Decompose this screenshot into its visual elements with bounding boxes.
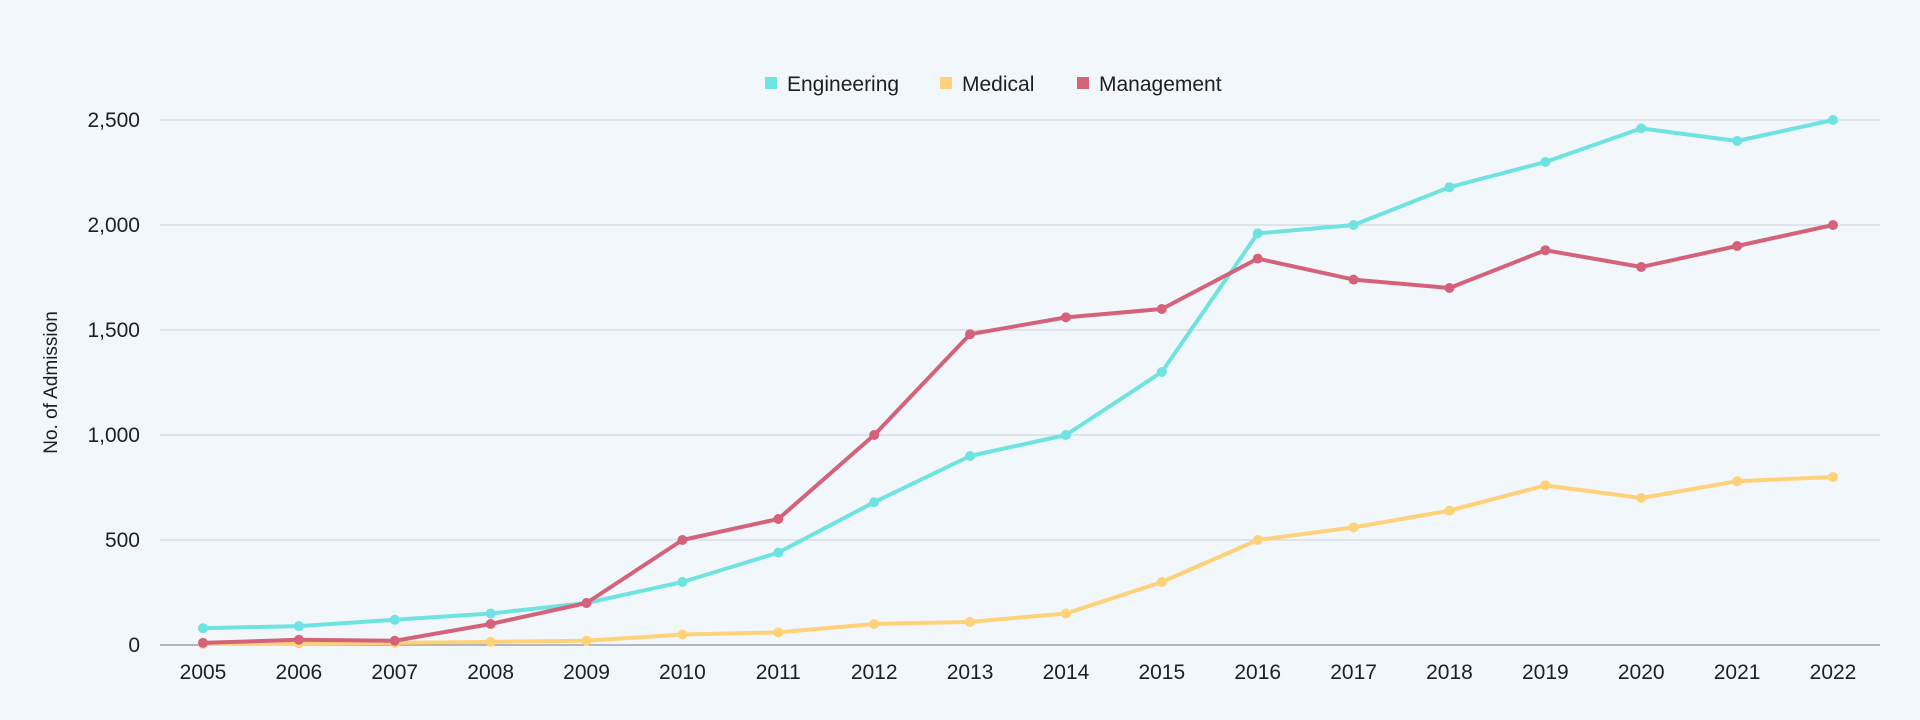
x-tick-label: 2016 (1234, 661, 1281, 684)
data-point[interactable] (1060, 608, 1071, 619)
data-point[interactable] (1348, 274, 1359, 285)
data-point[interactable] (965, 329, 976, 340)
x-tick-label: 2009 (563, 661, 610, 684)
data-point[interactable] (1732, 241, 1743, 251)
x-tick-label: 2014 (1043, 661, 1090, 684)
data-point[interactable] (1060, 430, 1071, 440)
data-point[interactable] (485, 636, 496, 647)
legend-item-management[interactable]: Management (1077, 73, 1222, 96)
data-point[interactable] (1156, 577, 1167, 587)
data-point[interactable] (1348, 522, 1359, 533)
legend-swatch (765, 77, 777, 89)
x-tick-label: 2018 (1426, 661, 1473, 684)
data-point[interactable] (965, 451, 976, 461)
x-tick-label: 2007 (371, 661, 418, 684)
data-point[interactable] (869, 430, 880, 440)
data-point[interactable] (581, 598, 592, 608)
series-line (201, 475, 1835, 646)
data-point[interactable] (1444, 283, 1455, 293)
data-point[interactable] (485, 608, 496, 619)
data-point[interactable] (1540, 245, 1551, 256)
data-point[interactable] (389, 614, 400, 625)
legend-swatch (1077, 77, 1089, 89)
data-point[interactable] (1444, 505, 1455, 516)
data-point[interactable] (293, 621, 304, 632)
data-point[interactable] (869, 497, 880, 508)
data-point[interactable] (869, 619, 880, 629)
data-point[interactable] (1732, 136, 1743, 146)
x-tick-label: 2017 (1330, 661, 1377, 684)
data-point[interactable] (581, 635, 592, 646)
grid (160, 119, 1880, 541)
x-tick-label: 2008 (467, 661, 514, 684)
series-group (198, 115, 1838, 649)
data-point[interactable] (1732, 476, 1743, 487)
data-point[interactable] (1348, 220, 1359, 230)
data-point[interactable] (1636, 123, 1647, 134)
data-point[interactable] (1828, 472, 1838, 482)
x-tick-label: 2013 (947, 661, 994, 684)
data-point[interactable] (293, 634, 304, 645)
data-point[interactable] (1540, 157, 1551, 167)
data-point[interactable] (965, 616, 976, 627)
legend-swatch (940, 77, 952, 89)
legend-label: Medical (962, 73, 1034, 96)
series-engineering (198, 115, 1838, 634)
series-medical (198, 472, 1838, 649)
legend: Engineering Medical Management (765, 73, 1222, 96)
legend-label: Engineering (787, 73, 899, 96)
data-point[interactable] (773, 547, 784, 558)
legend-item-medical[interactable]: Medical (940, 73, 1034, 96)
y-tick-label: 1,500 (87, 319, 140, 342)
x-tick-label: 2011 (756, 661, 801, 684)
x-tick-label: 2015 (1138, 661, 1185, 684)
y-tick-label: 0 (128, 634, 140, 657)
data-point[interactable] (198, 637, 208, 648)
data-point[interactable] (1444, 182, 1455, 193)
x-tick-label: 2021 (1714, 661, 1761, 684)
legend-item-engineering[interactable]: Engineering (765, 73, 899, 96)
series-line (201, 118, 1835, 631)
data-point[interactable] (1636, 493, 1647, 503)
data-point[interactable] (485, 619, 496, 629)
data-point[interactable] (1828, 115, 1838, 125)
y-axis-label: No. of Admission (41, 311, 62, 454)
x-tick-label: 2010 (659, 661, 706, 684)
legend-label: Management (1099, 73, 1222, 96)
data-point[interactable] (1540, 480, 1551, 491)
data-point[interactable] (1252, 535, 1263, 545)
x-tick-label: 2012 (851, 661, 898, 684)
data-point[interactable] (773, 514, 784, 524)
y-tick-label: 1,000 (87, 424, 140, 447)
data-point[interactable] (1636, 262, 1647, 272)
data-point[interactable] (1252, 228, 1263, 239)
y-tick-label: 2,000 (87, 214, 140, 237)
data-point[interactable] (773, 627, 784, 638)
series-line (201, 223, 1835, 645)
data-point[interactable] (677, 629, 688, 640)
data-point[interactable] (677, 535, 688, 545)
y-tick-label: 500 (105, 529, 140, 552)
data-point[interactable] (1156, 367, 1167, 377)
data-point[interactable] (1060, 312, 1071, 323)
x-tick-label: 2022 (1810, 661, 1857, 684)
data-point[interactable] (1828, 220, 1838, 230)
x-tick-label: 2005 (180, 661, 227, 684)
data-point[interactable] (1156, 304, 1167, 314)
data-point[interactable] (677, 577, 688, 587)
x-tick-label: 2020 (1618, 661, 1665, 684)
series-management (198, 220, 1838, 648)
data-point[interactable] (198, 623, 208, 634)
x-tick-label: 2019 (1522, 661, 1569, 684)
axes: 0 500 1,000 1,500 2,000 2,500 2005 2006 2007 2008… (87, 109, 1880, 684)
y-tick-label: 2,500 (87, 109, 140, 132)
x-tick-label: 2006 (276, 661, 323, 684)
data-point[interactable] (389, 635, 400, 646)
data-point[interactable] (1252, 253, 1263, 264)
